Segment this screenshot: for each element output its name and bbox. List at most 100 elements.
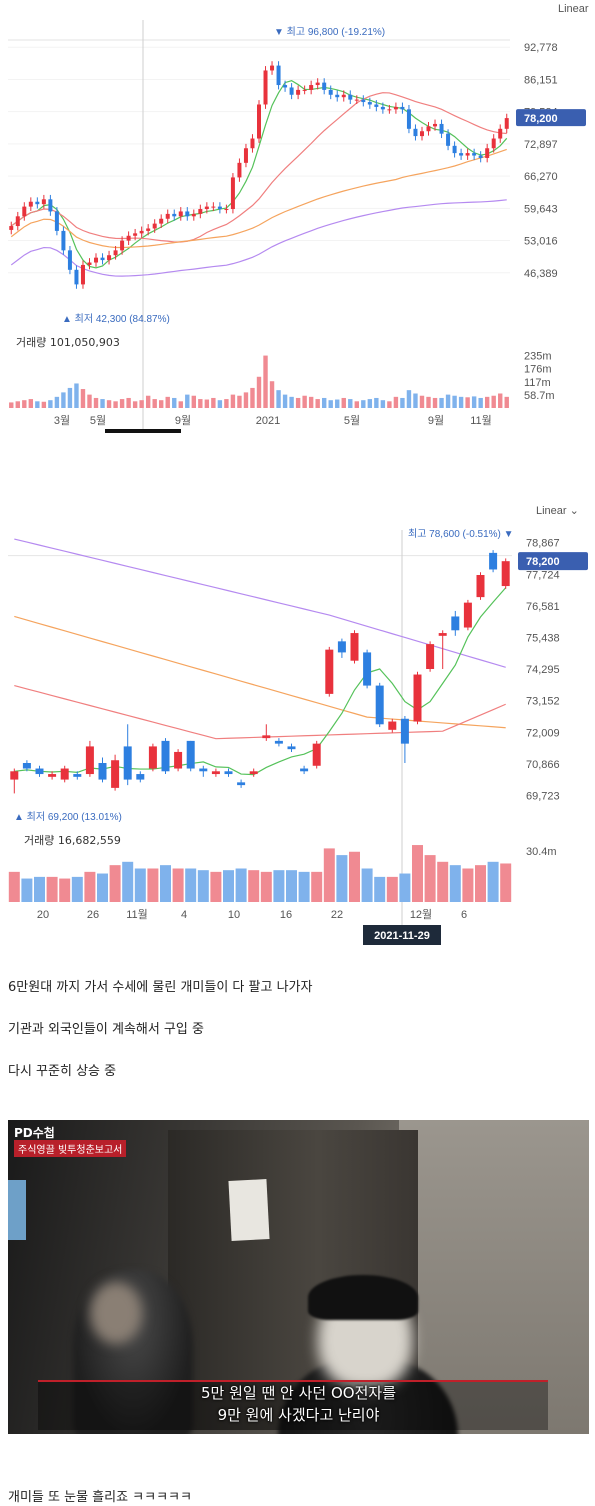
y-tick-label: 73,152 (526, 696, 560, 708)
volume-bar (386, 876, 398, 902)
candle-body (243, 148, 248, 163)
candle-body (498, 128, 503, 139)
candle-body (501, 561, 510, 587)
candle-body (452, 145, 457, 154)
volume-bar (160, 865, 171, 902)
candle-body (354, 99, 359, 101)
chart-long-range-svg[interactable]: Linear92,77886,15179,52472,89766,27059,6… (0, 0, 595, 440)
y-tick-label: 59,643 (524, 203, 558, 215)
photo-cap (308, 1275, 418, 1320)
candle-body (178, 211, 183, 217)
candle-body (426, 644, 435, 669)
candle-body (111, 760, 120, 788)
candle-body (113, 250, 118, 256)
candle-body (439, 123, 444, 134)
candle-body (139, 230, 144, 234)
volume-bar (48, 400, 53, 408)
candle-body (274, 740, 283, 744)
stock-chart-long-range[interactable]: Linear92,77886,15179,52472,89766,27059,6… (0, 0, 595, 440)
volume-bar (159, 400, 164, 408)
volume-bar (132, 401, 138, 408)
ma60-line (14, 615, 506, 729)
candle-body (174, 751, 183, 769)
volume-bar (348, 399, 353, 408)
volume-bar (250, 387, 255, 408)
volume-bar (260, 871, 272, 902)
volume-bar (59, 878, 71, 902)
y-tick-label: 53,016 (524, 236, 558, 248)
volume-bar (367, 399, 373, 408)
date-badge-label: 2021-11-29 (374, 930, 430, 942)
candle-body (107, 255, 112, 261)
y-tick-label: 69,723 (526, 791, 560, 803)
x-tick-label: 16 (280, 909, 292, 921)
candle-body (465, 153, 470, 156)
y-tick-label: 92,778 (524, 42, 558, 54)
candle-body (380, 106, 385, 110)
volume-bar (269, 381, 275, 408)
volume-bar (282, 394, 288, 408)
x-tick-label: 5월 (344, 414, 360, 427)
candle-body (60, 768, 69, 780)
volume-bar (237, 395, 242, 408)
candle-body (224, 771, 233, 775)
candle-body (100, 257, 105, 261)
candle-body (48, 774, 57, 777)
x-tick-label: 11월 (126, 908, 148, 921)
volume-bar (178, 401, 183, 408)
candle-body (126, 235, 131, 241)
candle-body (451, 616, 460, 631)
volume-bar (286, 870, 297, 902)
candle-body (133, 233, 138, 236)
volume-bar (374, 397, 379, 408)
volume-bar (21, 878, 33, 902)
volume-bar (191, 395, 197, 408)
candle-body (335, 94, 340, 98)
candle-body (85, 746, 94, 775)
volume-bar (361, 400, 366, 408)
candle-body (94, 257, 99, 263)
stock-chart-short-range[interactable]: Linear ⌄ 78,867 77,724 76,581 75,438 74,295 73… (0, 490, 595, 950)
volume-bar (336, 855, 348, 902)
candle-body (350, 633, 359, 661)
volume-bar (311, 871, 323, 902)
volume-bar (119, 399, 125, 408)
chart-short-range-svg[interactable]: Linear ⌄ 78,867 77,724 76,581 75,438 74,295 73… (0, 490, 595, 950)
candle-body (123, 746, 132, 780)
broadcast-logo: PD수첩 (14, 1126, 55, 1140)
ma60-line (10, 148, 507, 249)
volume-bar (335, 399, 340, 408)
volume-bar (387, 401, 392, 408)
x-tick-label: 20 (37, 909, 49, 921)
volume-bar (8, 871, 20, 902)
x-tick-label: 22 (331, 909, 343, 921)
volume-bar (374, 876, 386, 902)
volume-bar (248, 870, 260, 902)
candle-body (249, 771, 258, 775)
candle-body (400, 106, 405, 110)
volume-bar (210, 871, 222, 902)
volume-bar (458, 396, 464, 408)
candle-body (9, 226, 14, 230)
volume-bar (504, 396, 509, 408)
ma5-line (10, 80, 508, 269)
volume-bar (412, 845, 423, 902)
volume-bar (122, 861, 134, 902)
subtitle-line-1: 5만 원일 땐 안 사던 OO전자를 (201, 1384, 396, 1402)
y-tick-label: 72,897 (524, 139, 558, 151)
volume-bar (289, 396, 294, 408)
volume-bar (67, 387, 73, 408)
caption-line-3: 다시 꾸준히 상승 중 (8, 1064, 117, 1079)
volume-bar (498, 393, 503, 408)
candle-body (237, 162, 242, 178)
y-tick-label: 72,009 (526, 727, 560, 739)
candle-body (152, 223, 157, 229)
subtitle-bar (38, 1380, 548, 1430)
candle-body (73, 774, 82, 777)
candle-body (98, 763, 107, 780)
volume-bar (172, 868, 184, 902)
crosshair-x-marker (105, 429, 181, 433)
candle-body (463, 602, 472, 628)
volume-bar (426, 396, 431, 408)
volume-bar (100, 399, 105, 408)
